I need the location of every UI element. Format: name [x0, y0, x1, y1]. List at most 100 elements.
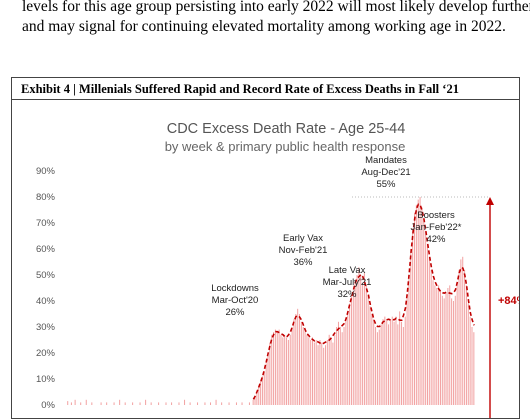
bar — [100, 402, 102, 405]
bar — [150, 402, 152, 405]
bar — [434, 285, 436, 405]
bar — [67, 401, 69, 405]
bar — [360, 275, 362, 405]
bar — [210, 402, 212, 405]
bar — [382, 319, 384, 405]
bar — [273, 332, 275, 405]
bar — [197, 402, 199, 405]
bar — [438, 285, 440, 405]
bar — [402, 327, 404, 405]
annotation-text: 26% — [225, 307, 245, 318]
bar — [256, 392, 258, 405]
bar — [464, 269, 466, 405]
bar — [119, 399, 121, 405]
bar — [278, 329, 280, 405]
annotation-text: Nov-Feb'21 — [279, 245, 328, 256]
bar — [189, 402, 191, 405]
bar — [284, 334, 286, 405]
bar — [439, 290, 441, 405]
intro-line-2: and may signal for continuing elevated m… — [22, 18, 506, 35]
bar — [456, 282, 458, 405]
bar — [330, 337, 332, 405]
bar — [443, 298, 445, 405]
bar — [297, 308, 299, 405]
bar — [401, 321, 403, 405]
bar — [336, 327, 338, 405]
bar — [452, 301, 454, 405]
bar — [447, 288, 449, 405]
bar — [350, 295, 352, 405]
bar — [80, 402, 82, 405]
bar — [158, 402, 160, 405]
bar — [263, 371, 265, 405]
bar — [367, 295, 369, 405]
bar — [304, 329, 306, 405]
bar — [215, 399, 217, 405]
bar — [313, 342, 315, 405]
bar — [178, 402, 180, 405]
bar — [412, 228, 414, 405]
annotation-text: Mandates — [365, 155, 407, 166]
bar — [85, 399, 87, 405]
exhibit-title: Exhibit 4 | Millenials Suffered Rapid an… — [12, 78, 519, 100]
bar — [289, 334, 291, 405]
bar — [319, 340, 321, 405]
bar — [295, 314, 297, 405]
bar — [317, 345, 319, 405]
bar — [365, 285, 367, 405]
bar — [343, 327, 345, 405]
bar — [339, 327, 341, 405]
bar — [70, 402, 72, 405]
bar — [388, 324, 390, 405]
y-tick-label: 80% — [36, 192, 56, 203]
y-tick-label: 90% — [36, 166, 56, 177]
bar — [306, 334, 308, 405]
y-tick-label: 40% — [36, 296, 56, 307]
bar — [441, 295, 443, 405]
bar — [467, 303, 469, 405]
bar — [334, 334, 336, 405]
y-tick-label: 70% — [36, 218, 56, 229]
bar — [389, 319, 391, 405]
bar — [375, 327, 377, 405]
bar — [454, 295, 456, 405]
bar — [417, 199, 419, 405]
weekly-bars — [67, 197, 475, 405]
bar — [393, 321, 395, 405]
bar — [91, 402, 93, 405]
bar — [384, 316, 386, 405]
annotation-text: Jan-Feb'22* — [411, 222, 462, 233]
bar — [326, 340, 328, 405]
bar — [293, 319, 295, 405]
annotation-text: Mar-Oct'20 — [212, 295, 259, 306]
bar — [347, 311, 349, 405]
bar — [241, 402, 243, 405]
bar — [410, 249, 412, 405]
trend-line — [252, 203, 475, 400]
y-tick-label: 0% — [41, 400, 55, 411]
bar — [315, 340, 317, 405]
bar — [395, 316, 397, 405]
bar — [324, 345, 327, 405]
bar — [426, 243, 429, 405]
bar — [460, 259, 462, 405]
chart-subtitle: by week & primary public health response — [165, 139, 406, 154]
bar — [473, 332, 475, 405]
bar — [74, 399, 76, 405]
bar — [308, 337, 310, 405]
bar — [328, 334, 330, 405]
bar — [300, 321, 302, 405]
bar — [171, 402, 173, 405]
bar — [228, 402, 230, 405]
annotation-text: Lockdowns — [211, 283, 259, 294]
y-tick-label: 60% — [36, 244, 56, 255]
annotation-text: 32% — [337, 289, 357, 300]
bar — [302, 327, 304, 405]
bar — [436, 288, 438, 405]
change-arrow: +84% — [486, 197, 519, 418]
bar — [378, 329, 380, 405]
